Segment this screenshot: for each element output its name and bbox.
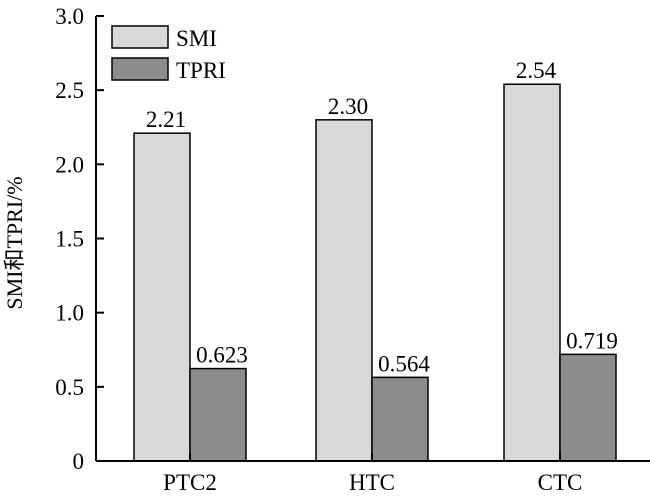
bar-smi-ptc2 [133, 132, 191, 462]
y-tick-label: 1.0 [55, 301, 84, 326]
legend-swatch-smi [111, 25, 169, 49]
bar-tpri-ctc [559, 353, 617, 462]
bar-smi-htc [315, 119, 373, 462]
legend-swatch-tpri [111, 57, 169, 81]
x-category-label: CTC [538, 470, 583, 495]
y-tick-label: 1.5 [55, 227, 84, 252]
y-tick-label: 2.0 [55, 152, 84, 177]
data-label-smi-ctc: 2.54 [516, 58, 557, 83]
y-axis-title: SMI和TPRI/% [2, 176, 27, 309]
x-category-label: PTC2 [163, 470, 217, 495]
y-tick-label: 0 [73, 449, 85, 474]
y-tick-label: 3.0 [55, 4, 84, 29]
x-axis-categories: PTC2 HTC CTC [163, 453, 582, 495]
bar-tpri-htc [371, 376, 429, 462]
bar-smi-ctc [503, 83, 561, 462]
data-label-tpri-ptc2: 0.623 [196, 343, 248, 368]
legend: SMI TPRI [111, 25, 226, 83]
legend-label-smi: SMI [176, 26, 217, 51]
legend-label-tpri: TPRI [176, 58, 226, 83]
bar-tpri-ptc2 [189, 367, 247, 462]
bars [133, 83, 617, 462]
data-label-smi-htc: 2.30 [328, 94, 368, 119]
x-category-label: HTC [349, 470, 395, 495]
data-label-tpri-ctc: 0.719 [566, 328, 618, 353]
data-label-smi-ptc2: 2.21 [146, 107, 186, 132]
y-tick-label: 0.5 [55, 375, 84, 400]
data-label-tpri-htc: 0.564 [378, 351, 430, 376]
y-tick-label: 2.5 [55, 78, 84, 103]
y-axis-ticks: 0 0.5 1.0 1.5 2.0 2.5 3.0 [55, 4, 104, 474]
data-labels: 2.21 0.623 2.30 0.564 2.54 0.719 [146, 58, 618, 376]
